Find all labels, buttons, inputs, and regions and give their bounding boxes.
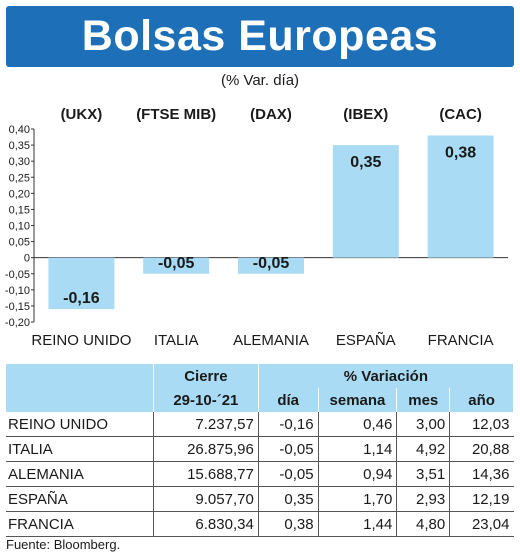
y-tick-label: 0,15 — [9, 204, 30, 216]
row-dia: -0,16 — [258, 412, 319, 437]
subheader-mes: mes — [396, 388, 451, 412]
bar — [427, 135, 494, 258]
row-mes: 4,80 — [396, 511, 451, 537]
row-name: ESPAÑA — [6, 486, 154, 512]
y-tick-label: 0 — [24, 253, 30, 265]
table-row: ITALIA 26.875,96 -0,05 1,14 4,92 20,88 — [6, 436, 514, 462]
data-label: -0,05 — [253, 255, 290, 272]
category-label: ALEMANIA — [233, 332, 309, 349]
y-tick-label: 0,40 — [9, 124, 30, 136]
row-semana: 1,70 — [318, 486, 398, 512]
row-dia: -0,05 — [258, 436, 319, 462]
data-label: -0,16 — [63, 290, 100, 307]
y-tick-label: 0,35 — [9, 140, 30, 152]
category-label: ESPAÑA — [336, 332, 396, 349]
row-dia: 0,35 — [258, 486, 319, 512]
y-tick-label: -0,20 — [5, 317, 30, 329]
data-label: 0,38 — [445, 144, 476, 161]
row-name: ALEMANIA — [6, 461, 154, 487]
subheader-date: 29-10-´21 — [153, 388, 259, 412]
table-row: FRANCIA 6.830,34 0,38 1,44 4,80 23,04 — [6, 511, 514, 537]
index-label: (IBEX) — [343, 106, 388, 123]
row-cierre: 6.830,34 — [153, 511, 259, 537]
row-cierre: 26.875,96 — [153, 436, 259, 462]
bar — [143, 257, 210, 274]
table-row: ESPAÑA 9.057,70 0,35 1,70 2,93 12,19 — [6, 486, 514, 512]
data-label: 0,35 — [350, 154, 381, 171]
header-variacion: % Variación — [258, 364, 515, 388]
row-semana: 1,14 — [318, 436, 398, 462]
title-banner: Bolsas Europeas — [6, 6, 514, 67]
row-ano: 20,88 — [449, 436, 514, 462]
row-name: REINO UNIDO — [6, 412, 154, 437]
category-label: ITALIA — [154, 332, 199, 349]
y-tick-label: 0,30 — [9, 156, 30, 168]
y-tick-label: -0,10 — [5, 285, 30, 297]
row-semana: 1,44 — [318, 511, 398, 537]
index-label: (DAX) — [250, 106, 292, 123]
row-dia: 0,38 — [258, 511, 319, 537]
index-label: (UKX) — [61, 106, 103, 123]
row-ano: 12,19 — [449, 486, 514, 512]
table-row: ALEMANIA 15.688,77 -0,05 0,94 3,51 14,36 — [6, 461, 514, 487]
data-label: -0,05 — [158, 255, 195, 272]
y-tick-label: 0,05 — [9, 237, 30, 249]
category-label: FRANCIA — [428, 332, 494, 349]
row-mes: 3,00 — [396, 412, 451, 437]
subheader-semana: semana — [318, 388, 398, 412]
y-tick-label: 0,25 — [9, 172, 30, 184]
row-mes: 2,93 — [396, 486, 451, 512]
data-table: Cierre % Variación 29-10-´21 día semana … — [6, 364, 515, 537]
row-cierre: 7.237,57 — [153, 412, 259, 437]
table-row: REINO UNIDO 7.237,57 -0,16 0,46 3,00 12,… — [6, 412, 514, 437]
bar — [332, 145, 399, 258]
bar — [48, 257, 115, 310]
index-label: (CAC) — [439, 106, 482, 123]
row-name: ITALIA — [6, 436, 154, 462]
header-blank — [6, 364, 154, 388]
row-ano: 12,03 — [449, 412, 514, 437]
row-dia: -0,05 — [258, 461, 319, 487]
category-label: REINO UNIDO — [31, 332, 131, 349]
index-label: (FTSE MIB) — [136, 106, 216, 123]
y-tick-label: 0,20 — [9, 188, 30, 200]
y-tick-label: -0,15 — [5, 301, 30, 313]
chart-subtitle: (% Var. día) — [220, 72, 300, 89]
row-semana: 0,94 — [318, 461, 398, 487]
row-semana: 0,46 — [318, 412, 398, 437]
header-cierre: Cierre — [153, 364, 259, 388]
row-ano: 14,36 — [449, 461, 514, 487]
row-cierre: 9.057,70 — [153, 486, 259, 512]
subheader-blank — [6, 388, 154, 412]
y-tick-label: -0,05 — [5, 269, 30, 281]
y-tick-label: 0,10 — [9, 221, 30, 233]
bar-chart: 0,40 0,35 0,30 0,25 0,20 0,15 0,10 0,05 0 -0,05 -0… — [5, 106, 508, 349]
row-name: FRANCIA — [6, 511, 154, 537]
subheader-dia: día — [258, 388, 319, 412]
subheader-ano: año — [449, 388, 514, 412]
source-note: Fuente: Bloomberg. — [6, 537, 121, 552]
page-title: Bolsas Europeas — [81, 12, 439, 60]
row-mes: 3,51 — [396, 461, 451, 487]
row-ano: 23,04 — [449, 511, 514, 537]
row-mes: 4,92 — [396, 436, 451, 462]
row-cierre: 15.688,77 — [153, 461, 259, 487]
bar — [238, 257, 304, 274]
